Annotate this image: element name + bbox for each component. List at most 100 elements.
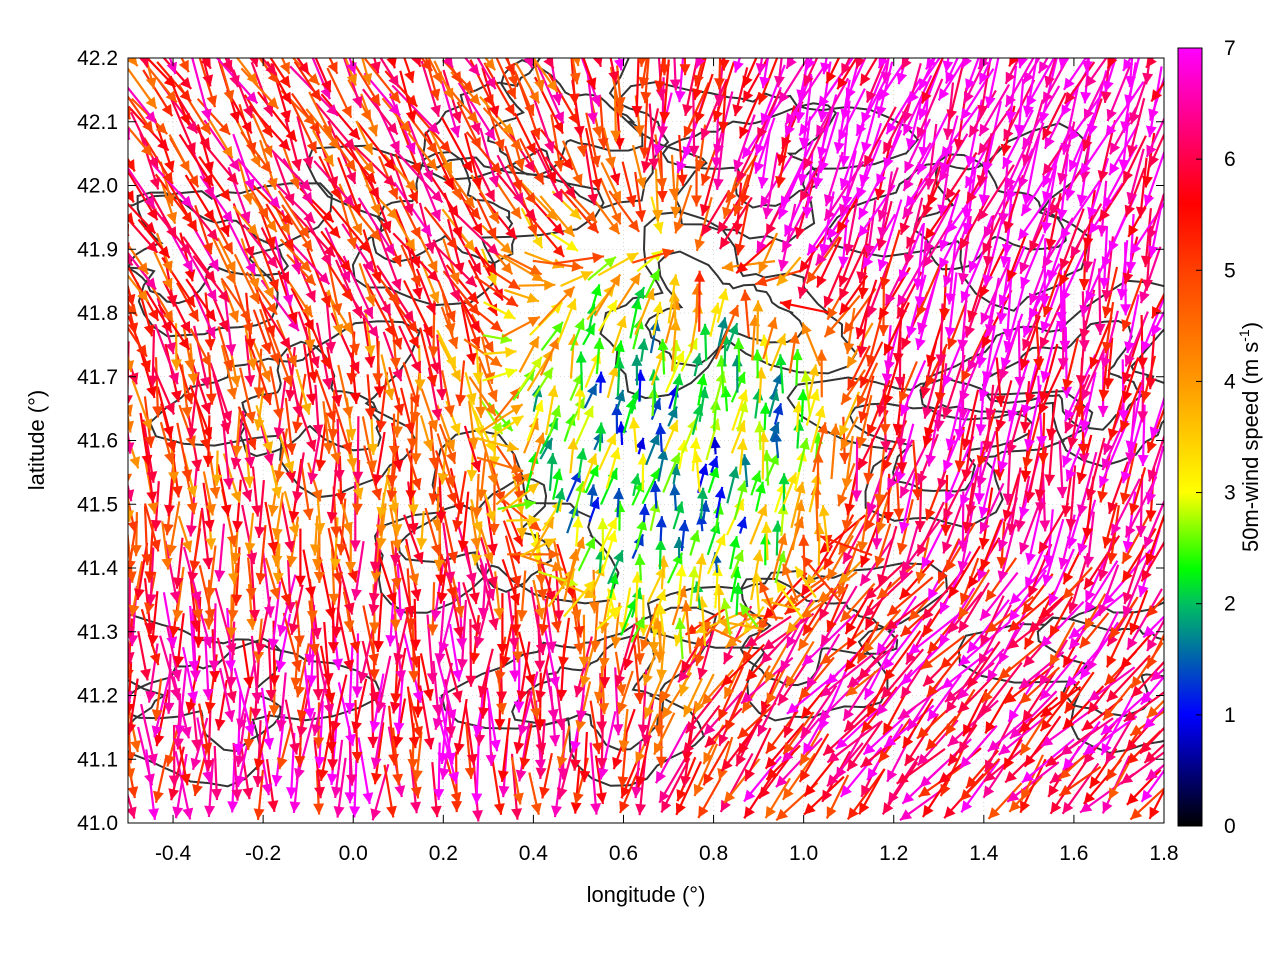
wind-arrow-head bbox=[410, 786, 422, 799]
wind-arrow-head bbox=[546, 79, 558, 92]
wind-arrow-head bbox=[641, 160, 652, 173]
wind-arrow-head bbox=[556, 689, 568, 701]
wind-arrow-head bbox=[820, 62, 831, 75]
wind-arrow-head bbox=[386, 122, 398, 135]
wind-arrow-head bbox=[1001, 244, 1013, 256]
wind-arrow-head bbox=[526, 483, 539, 495]
wind-arrow-head bbox=[866, 423, 877, 436]
wind-arrow-head bbox=[271, 774, 283, 787]
wind-arrow-shaft bbox=[389, 152, 414, 216]
wind-arrow-head bbox=[222, 59, 233, 72]
wind-arrow-head bbox=[1080, 162, 1091, 175]
wind-arrow-head bbox=[938, 239, 950, 252]
wind-arrow-head bbox=[744, 806, 755, 819]
wind-arrow-head bbox=[959, 237, 970, 250]
wind-arrow-head bbox=[820, 685, 833, 697]
wind-arrow-head bbox=[1102, 442, 1114, 455]
wind-arrow-head bbox=[944, 326, 956, 339]
wind-arrow-head bbox=[344, 159, 356, 172]
wind-arrow-head bbox=[267, 541, 279, 554]
y-axis-ticks: 41.041.141.241.341.441.541.641.741.841.9… bbox=[77, 47, 1164, 835]
wind-arrow-head bbox=[453, 262, 465, 275]
wind-arrow-head bbox=[945, 559, 956, 572]
wind-arrow-head bbox=[244, 542, 256, 554]
wind-arrow-head bbox=[187, 691, 198, 703]
wind-arrow-head bbox=[775, 175, 786, 188]
wind-arrow-shaft bbox=[980, 259, 1011, 325]
wind-arrow-head bbox=[740, 289, 752, 301]
wind-arrow-shaft bbox=[1126, 588, 1163, 651]
wind-arrow-head bbox=[340, 270, 351, 283]
wind-arrow-head bbox=[754, 143, 765, 156]
wind-arrow-head bbox=[614, 97, 626, 109]
wind-arrow-head bbox=[958, 606, 969, 620]
wind-arrow-head bbox=[488, 105, 500, 118]
wind-arrow-head bbox=[349, 392, 361, 404]
wind-arrow-head bbox=[431, 704, 443, 716]
wind-arrow-head bbox=[1106, 552, 1118, 564]
wind-arrow-head bbox=[246, 223, 258, 236]
wind-arrow-head bbox=[799, 438, 810, 450]
wind-arrow-head bbox=[877, 258, 889, 271]
wind-arrow-shaft bbox=[947, 272, 958, 339]
wind-arrow-head bbox=[240, 211, 251, 224]
wind-arrow-head bbox=[1089, 356, 1100, 369]
wind-arrow-shaft bbox=[700, 78, 728, 141]
wind-arrow-head bbox=[737, 389, 748, 402]
wind-arrow-head bbox=[393, 403, 405, 416]
wind-arrow-head bbox=[500, 655, 511, 668]
wind-arrow-head bbox=[471, 553, 483, 566]
wind-arrow-shaft bbox=[966, 599, 1010, 654]
wind-arrow-head bbox=[368, 653, 379, 666]
wind-arrow-head bbox=[1146, 58, 1157, 68]
wind-arrow-head bbox=[598, 703, 610, 715]
wind-arrow-head bbox=[1063, 655, 1074, 668]
wind-arrow-head bbox=[588, 465, 599, 478]
wind-arrow-head bbox=[835, 737, 848, 749]
wind-arrow-head bbox=[191, 739, 202, 751]
wind-arrow-head bbox=[1143, 194, 1155, 207]
wind-arrow-head bbox=[555, 718, 567, 730]
wind-arrow-head bbox=[444, 571, 456, 583]
wind-arrow-head bbox=[252, 775, 264, 788]
wind-arrow-head bbox=[322, 442, 334, 454]
wind-arrow-head bbox=[315, 459, 327, 471]
wind-arrow-head bbox=[1024, 637, 1035, 650]
wind-arrow-head bbox=[912, 278, 924, 290]
wind-arrow-head bbox=[349, 540, 361, 552]
wind-arrow-head bbox=[205, 503, 216, 516]
wind-arrow-head bbox=[200, 58, 211, 69]
wind-arrow-head bbox=[1060, 690, 1071, 704]
wind-arrow-shaft bbox=[464, 58, 481, 77]
wind-arrow-head bbox=[901, 560, 913, 573]
wind-arrow-head bbox=[249, 291, 259, 304]
wind-arrow-head bbox=[724, 686, 735, 699]
wind-arrow-head bbox=[960, 789, 972, 801]
wind-arrow-head bbox=[886, 121, 897, 135]
wind-arrow-head bbox=[826, 71, 837, 84]
wind-arrow-head bbox=[733, 159, 744, 172]
wind-arrow-head bbox=[1077, 542, 1088, 555]
wind-arrow-shaft bbox=[315, 650, 333, 716]
wind-arrow-head bbox=[527, 316, 540, 327]
wind-arrow-head bbox=[523, 498, 536, 510]
wind-arrow-head bbox=[347, 570, 359, 583]
wind-arrow-head bbox=[253, 387, 265, 399]
wind-arrow-head bbox=[799, 687, 811, 700]
wind-arrow-shaft bbox=[1040, 58, 1058, 124]
wind-arrow-head bbox=[776, 808, 789, 821]
wind-arrow-head bbox=[311, 723, 322, 736]
wind-arrow-head bbox=[701, 223, 712, 236]
wind-arrow-head bbox=[1103, 196, 1114, 209]
wind-arrow-head bbox=[345, 171, 356, 184]
wind-arrow-head bbox=[1042, 163, 1054, 176]
wind-arrow-head bbox=[568, 93, 580, 105]
wind-arrow-head bbox=[265, 324, 276, 337]
wind-arrow-head bbox=[304, 653, 316, 666]
wind-arrow-head bbox=[759, 402, 771, 414]
wind-arrow-head bbox=[336, 543, 347, 556]
wind-arrow-head bbox=[450, 791, 462, 804]
wind-arrow-head bbox=[496, 702, 507, 715]
wind-arrow-head bbox=[1101, 256, 1112, 269]
wind-arrow-head bbox=[534, 759, 546, 771]
